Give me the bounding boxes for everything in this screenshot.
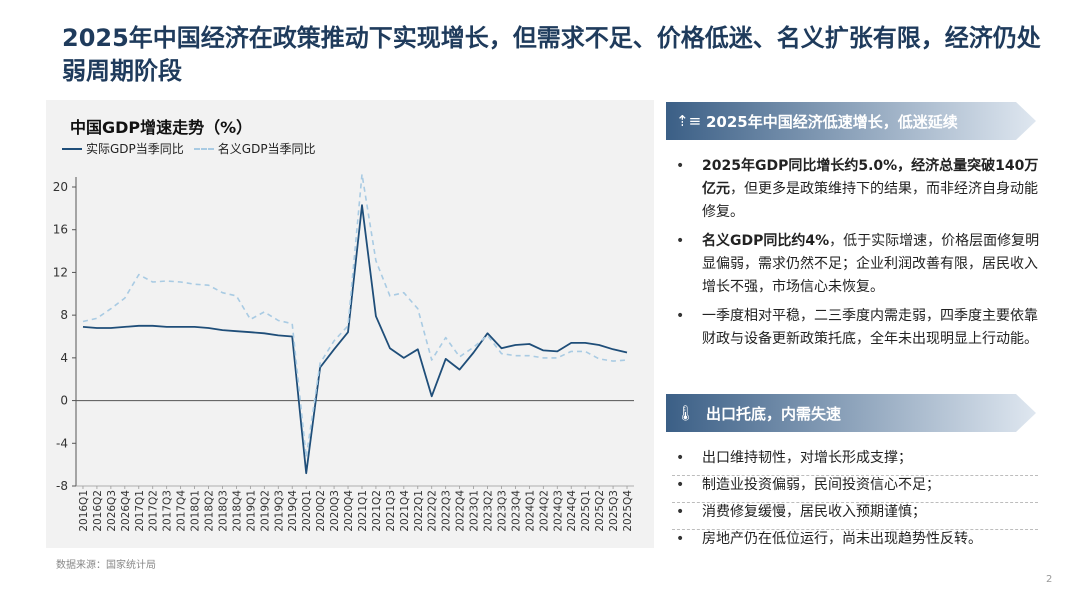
- x-tick-label: 2021Q4: [399, 490, 411, 532]
- section-2-bullets: 房地产仍在低位运行，尚未出现趋势性反转。: [672, 528, 1042, 551]
- x-tick-label: 2023Q2: [483, 490, 495, 532]
- x-tick-label: 2025Q2: [594, 490, 606, 532]
- legend-swatch-actual: [62, 147, 82, 150]
- x-tick-label: 2025Q3: [608, 490, 620, 532]
- section-2-bullets: 出口维持韧性，对增长形成支撑；: [672, 447, 1042, 470]
- chart-panel: [46, 100, 654, 548]
- y-tick-label: 4: [60, 351, 68, 365]
- x-tick-label: 2023Q4: [510, 490, 522, 532]
- section-2-bullet: 房地产仍在低位运行，尚未出现趋势性反转。: [672, 528, 1042, 551]
- x-tick-label: 2020Q2: [315, 490, 327, 532]
- x-tick-label: 2026Q4: [120, 490, 132, 532]
- section-2-bullet: 出口维持韧性，对增长形成支撑；: [672, 447, 1042, 470]
- section-banner-2: 🌡 出口托底，内需失速: [666, 394, 1036, 432]
- y-tick-label: -4: [56, 436, 68, 450]
- section-2-bullets: 制造业投资偏弱，民间投资信心不足；: [672, 474, 1042, 497]
- thermometer-icon: 🌡: [676, 404, 696, 422]
- section-2-heading: 出口托底，内需失速: [706, 405, 842, 423]
- x-tick-label: 2022Q4: [455, 490, 467, 532]
- bullet-text: ，但更多是政策维持下的结果，而非经济自身动能修复。: [702, 181, 1038, 220]
- page-number: 2: [1046, 574, 1053, 585]
- y-tick-label: 0: [60, 394, 68, 408]
- series-line-nominal-gdp: [82, 173, 628, 459]
- section-2-bullet: 制造业投资偏弱，民间投资信心不足；: [672, 474, 1042, 497]
- section-banner-2-bg: [666, 394, 1036, 432]
- section-1-bullet: 名义GDP同比约4%，低于实际增速，价格层面修复明显偏弱，需求仍然不足；企业利润…: [672, 230, 1042, 299]
- x-tick-label: 2022Q2: [427, 490, 439, 532]
- x-tick-label: 2017Q2: [148, 490, 160, 532]
- x-tick-label: 2019Q1: [245, 490, 257, 532]
- bullet-text: 一季度相对平稳，二三季度内需走弱，四季度主要依靠财政与设备更新政策托底，全年未出…: [702, 308, 1038, 347]
- y-tick-label: 12: [53, 265, 68, 279]
- x-tick-label: 2019Q4: [287, 490, 299, 532]
- x-tick-label: 2020Q4: [343, 490, 355, 532]
- section-1-bullets: 2025年GDP同比增长约5.0%，经济总量突破140万亿元，但更多是政策维持下…: [672, 155, 1042, 351]
- x-tick-label: 2023Q3: [496, 490, 508, 532]
- x-tick-label: 2024Q2: [538, 490, 550, 532]
- x-tick-label: 2026Q3: [106, 490, 118, 532]
- chart-title: 中国GDP增速走势（%）: [70, 118, 253, 137]
- x-tick-label: 2021Q2: [371, 490, 383, 532]
- legend-label-nominal: 名义GDP当季同比: [217, 142, 316, 156]
- y-tick-label: 8: [60, 308, 68, 322]
- bullet-bold-text: 名义GDP同比约4%: [702, 233, 830, 249]
- y-tick-label: -8: [56, 479, 68, 493]
- series-line-actual-gdp: [82, 204, 628, 475]
- x-tick-label: 2025Q4: [622, 490, 634, 532]
- chart-bars-icon: ⇡≡: [676, 112, 702, 130]
- x-tick-label: 2018Q4: [231, 490, 243, 532]
- bullet-text: ，低于实际增速，价格层面修复明显偏弱，需求仍然不足；企业利润改善有限，居民收入增…: [702, 233, 1040, 295]
- section-banner-1-bg: [666, 102, 1036, 140]
- x-tick-label: 2024Q3: [552, 490, 564, 532]
- x-tick-label: 2022Q3: [441, 490, 453, 532]
- x-tick-label: 2021Q1: [357, 490, 369, 532]
- x-tick-label: 2018Q2: [204, 490, 216, 532]
- section-1-bullet: 2025年GDP同比增长约5.0%，经济总量突破140万亿元，但更多是政策维持下…: [672, 155, 1042, 224]
- x-tick-label: 2018Q3: [217, 490, 229, 532]
- chart-legend: 实际GDP当季同比 名义GDP当季同比: [62, 140, 316, 157]
- section-2-bullet: 消费修复缓慢，居民收入预期谨慎；: [672, 501, 1042, 524]
- x-tick-label: 2016Q1: [78, 490, 90, 532]
- page-title: 2025年中国经济在政策推动下实现增长，但需求不足、价格低迷、名义扩张有限，经济…: [62, 24, 1041, 85]
- x-tick-label: 2017Q1: [134, 490, 146, 532]
- x-tick-label: 2025Q1: [580, 490, 592, 532]
- legend-swatch-nominal: [193, 147, 214, 150]
- x-tick-label: 2019Q2: [259, 490, 271, 532]
- x-tick-label: 2018Q1: [190, 490, 202, 532]
- y-tick-label: 20: [53, 180, 68, 194]
- x-tick-label: 2021Q3: [385, 490, 397, 532]
- section-1-heading: 2025年中国经济低速增长，低迷延续: [706, 113, 958, 131]
- x-tick-label: 2022Q1: [413, 490, 425, 532]
- x-tick-label: 2020Q3: [329, 490, 341, 532]
- section-banner-1: ⇡≡ 2025年中国经济低速增长，低迷延续: [666, 102, 1036, 140]
- x-tick-label: 2017Q4: [176, 490, 188, 532]
- section-2-bullets: 消费修复缓慢，居民收入预期谨慎；: [672, 501, 1042, 524]
- x-tick-label: 2023Q1: [469, 490, 481, 532]
- bullet-bold-text: 2025年GDP同比增长约5.0%，经济总量突破140万亿元: [702, 158, 1039, 197]
- section-1-bullet: 一季度相对平稳，二三季度内需走弱，四季度主要依靠财政与设备更新政策托底，全年未出…: [672, 305, 1042, 351]
- x-tick-label: 2019Q3: [273, 490, 285, 532]
- x-tick-label: 2016Q2: [92, 490, 104, 532]
- x-tick-label: 2020Q1: [301, 490, 313, 532]
- data-source-note: 数据来源：国家统计局: [56, 560, 156, 571]
- x-tick-label: 2024Q1: [524, 490, 536, 532]
- x-tick-label: 2017Q3: [162, 490, 174, 532]
- x-tick-label: 2024Q4: [566, 490, 578, 532]
- legend-label-actual: 实际GDP当季同比: [86, 142, 184, 156]
- y-tick-label: 16: [53, 223, 68, 237]
